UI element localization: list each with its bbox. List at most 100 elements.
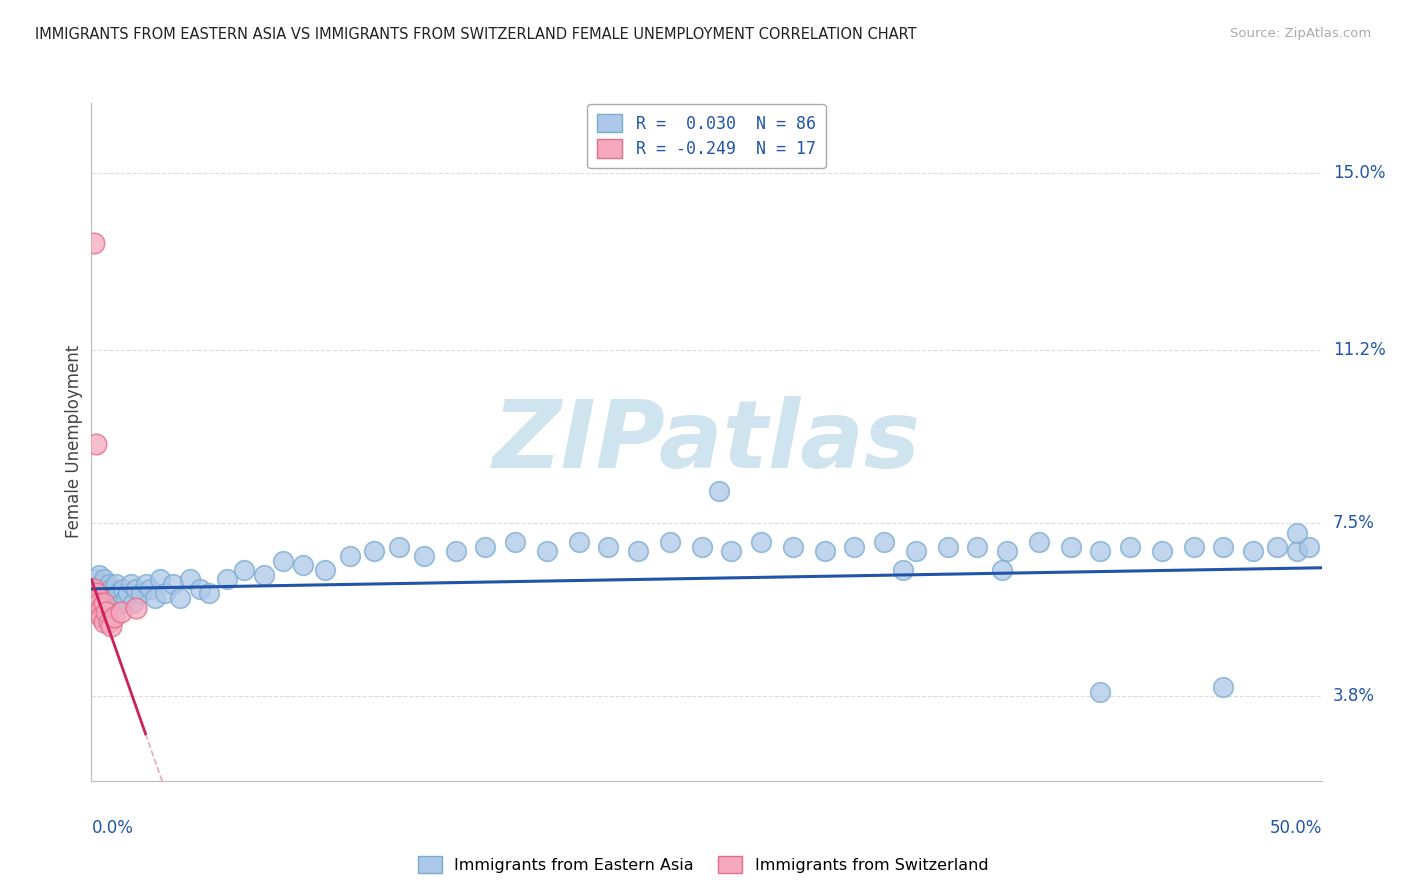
Legend: R =  0.030  N = 86, R = -0.249  N = 17: R = 0.030 N = 86, R = -0.249 N = 17 <box>588 104 825 168</box>
Point <box>93 615 115 629</box>
Point <box>86 573 108 587</box>
Point <box>720 544 742 558</box>
Text: 0.0%: 0.0% <box>91 820 134 838</box>
Point <box>271 554 295 568</box>
Point <box>117 586 139 600</box>
Point <box>215 573 238 587</box>
Point <box>188 582 211 596</box>
Point <box>83 582 105 596</box>
Point <box>107 586 129 600</box>
Point <box>749 535 772 549</box>
Point <box>90 610 112 624</box>
Point <box>100 582 122 596</box>
Point <box>86 437 108 451</box>
Point <box>891 563 914 577</box>
Point <box>995 544 1018 558</box>
Point <box>567 535 591 549</box>
Text: IMMIGRANTS FROM EASTERN ASIA VS IMMIGRANTS FROM SWITZERLAND FEMALE UNEMPLOYMENT : IMMIGRANTS FROM EASTERN ASIA VS IMMIGRAN… <box>35 27 917 42</box>
Point <box>1212 540 1234 554</box>
Point <box>114 591 138 606</box>
Point <box>503 535 526 549</box>
Point <box>97 577 120 591</box>
Point <box>103 610 125 624</box>
Point <box>100 619 122 633</box>
Point <box>96 605 117 619</box>
Point <box>86 586 108 600</box>
Point <box>1241 544 1264 558</box>
Point <box>139 582 162 596</box>
Point <box>966 540 988 554</box>
Text: 15.0%: 15.0% <box>1333 164 1385 182</box>
Point <box>93 596 115 610</box>
Text: 50.0%: 50.0% <box>1270 820 1322 838</box>
Text: 7.5%: 7.5% <box>1333 515 1375 533</box>
Point <box>1212 680 1234 694</box>
Point <box>314 563 336 577</box>
Point <box>97 586 120 600</box>
Point <box>93 596 115 610</box>
Point <box>96 591 117 606</box>
Text: ZIPatlas: ZIPatlas <box>492 395 921 488</box>
Point <box>813 544 835 558</box>
Point <box>363 544 385 558</box>
Point <box>87 591 110 606</box>
Point <box>596 540 619 554</box>
Point <box>444 544 467 558</box>
Point <box>198 586 221 600</box>
Point <box>1265 540 1288 554</box>
Point <box>110 605 132 619</box>
Point <box>96 582 117 596</box>
Point <box>690 540 713 554</box>
Point <box>842 540 865 554</box>
Point <box>169 591 191 606</box>
Point <box>1118 540 1140 554</box>
Point <box>87 596 110 610</box>
Point <box>1060 540 1083 554</box>
Point <box>1088 544 1111 558</box>
Point <box>339 549 361 563</box>
Point <box>149 573 172 587</box>
Point <box>97 615 120 629</box>
Point <box>103 586 125 600</box>
Text: 3.8%: 3.8% <box>1333 688 1375 706</box>
Point <box>93 573 115 587</box>
Point <box>1150 544 1173 558</box>
Point <box>105 577 127 591</box>
Point <box>93 586 115 600</box>
Point <box>90 577 112 591</box>
Point <box>120 577 142 591</box>
Point <box>100 591 122 606</box>
Point <box>412 549 434 563</box>
Point <box>135 577 156 591</box>
Point <box>87 582 110 596</box>
Point <box>1298 540 1320 554</box>
Point <box>626 544 648 558</box>
Point <box>86 586 108 600</box>
Point <box>162 577 184 591</box>
Legend: Immigrants from Eastern Asia, Immigrants from Switzerland: Immigrants from Eastern Asia, Immigrants… <box>412 849 994 880</box>
Point <box>474 540 496 554</box>
Point <box>1285 544 1308 558</box>
Point <box>658 535 681 549</box>
Point <box>153 586 177 600</box>
Point <box>253 567 276 582</box>
Point <box>1182 540 1205 554</box>
Point <box>112 582 135 596</box>
Point <box>1088 684 1111 698</box>
Point <box>90 600 112 615</box>
Point <box>904 544 927 558</box>
Point <box>129 586 152 600</box>
Text: Source: ZipAtlas.com: Source: ZipAtlas.com <box>1230 27 1371 40</box>
Point <box>110 596 132 610</box>
Point <box>124 600 146 615</box>
Point <box>179 573 201 587</box>
Point <box>87 605 110 619</box>
Point <box>388 540 411 554</box>
Point <box>872 535 894 549</box>
Point <box>1028 535 1050 549</box>
Point <box>87 596 110 610</box>
Point <box>87 567 110 582</box>
Point <box>83 235 105 250</box>
Point <box>232 563 256 577</box>
Point <box>90 591 112 606</box>
